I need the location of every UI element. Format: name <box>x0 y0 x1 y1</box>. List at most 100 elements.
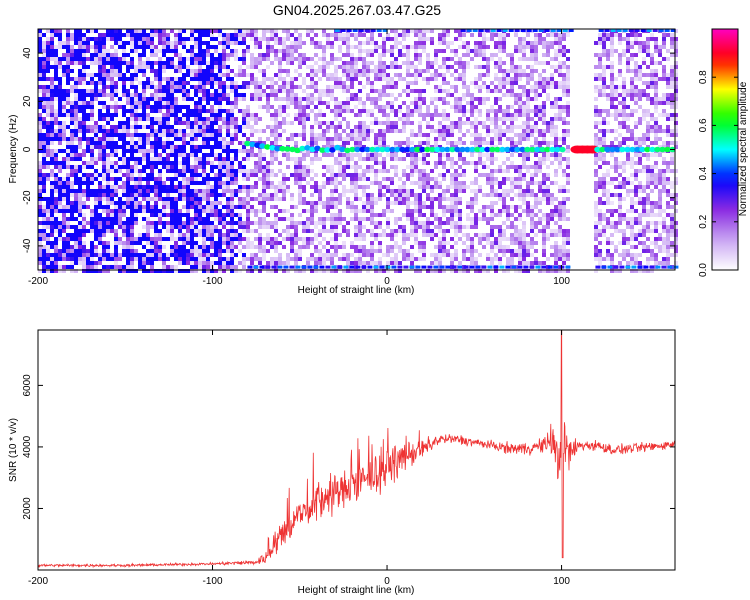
spectrogram-cell <box>142 93 146 97</box>
spectrogram-cell <box>78 125 82 129</box>
spectrogram-cell <box>98 185 102 189</box>
spectrogram-cell <box>178 169 182 173</box>
spectrogram-cell <box>370 253 374 257</box>
spectrogram-cell <box>58 189 62 193</box>
spectrogram-cell <box>194 229 198 233</box>
spectrogram-cell <box>446 29 450 33</box>
spectrogram-cell <box>358 217 362 221</box>
spectrogram-cell <box>214 165 218 169</box>
spectrogram-cell <box>66 249 70 253</box>
spectrogram-cell <box>254 45 258 49</box>
spectrogram-cell <box>58 105 62 109</box>
spectrogram-cell <box>158 221 162 225</box>
spectrogram-cell <box>82 217 86 221</box>
spectrogram-cell <box>342 105 346 109</box>
spectrogram-cell <box>42 93 46 97</box>
spectrogram-cell <box>378 53 382 57</box>
spectrogram-cell <box>486 173 490 177</box>
spectrogram-cell <box>218 153 222 157</box>
spectrogram-cell <box>218 53 222 57</box>
spectrogram-cell <box>138 177 142 181</box>
spectrogram-cell <box>134 29 138 33</box>
spectrogram-cell <box>174 97 178 101</box>
spectrogram-cell <box>426 29 430 33</box>
spectrogram-cell <box>258 85 262 89</box>
spectrogram-cell <box>354 137 358 141</box>
spectrogram-cell <box>90 265 94 269</box>
spectrogram-cell <box>234 265 238 269</box>
spectrogram-cell <box>498 85 502 89</box>
spectrogram-cell <box>82 41 86 45</box>
spectrogram-cell <box>462 141 466 145</box>
spectrogram-cell <box>82 153 86 157</box>
spectrogram-cell <box>186 97 190 101</box>
spectrogram-cell <box>226 233 230 237</box>
spectrogram-cell <box>258 157 262 161</box>
spectrogram-cell <box>402 173 406 177</box>
spectrogram-cell <box>414 229 418 233</box>
spectrogram-cell <box>406 69 410 73</box>
spectrogram-cell <box>274 225 278 229</box>
spectrogram-cell <box>310 29 314 33</box>
spectrogram-cell <box>162 261 166 265</box>
spectrogram-cell <box>494 97 498 101</box>
spectrogram-cell <box>290 217 294 221</box>
spectrogram-cell <box>182 261 186 265</box>
spectrogram-cell <box>334 133 338 137</box>
spectrogram-cell <box>410 261 414 265</box>
spectrogram-cell <box>46 137 50 141</box>
spectrogram-cell <box>66 141 70 145</box>
spectrogram-cell <box>190 229 194 233</box>
spectrogram-cell <box>302 97 306 101</box>
spectrogram-cell <box>202 125 206 129</box>
spectrogram-cell <box>218 261 222 265</box>
spectrogram-cell <box>90 81 94 85</box>
spectrogram-cell <box>150 69 154 73</box>
spectrogram-cell <box>438 121 442 125</box>
spectrogram-cell <box>418 129 422 133</box>
spectrogram-cell <box>318 193 322 197</box>
spectrogram-cell <box>126 53 130 57</box>
spectrogram-cell <box>130 109 134 113</box>
spectrogram-cell <box>394 57 398 61</box>
spectrogram-cell <box>230 197 234 201</box>
spectrogram-cell <box>510 257 514 261</box>
spectrogram-cell <box>194 221 198 225</box>
spectrogram-cell <box>430 209 434 213</box>
spectrogram-cell <box>338 65 342 69</box>
spectrogram-cell <box>474 133 478 137</box>
spectrogram-cell <box>314 173 318 177</box>
spectrogram-cell <box>482 29 486 33</box>
spectrogram-cell <box>190 129 194 133</box>
spectrogram-cell <box>210 245 214 249</box>
spectrogram-cell <box>134 209 138 213</box>
spectrogram-cell <box>474 257 478 261</box>
spectrogram-cell <box>178 137 182 141</box>
spectrogram-cell <box>434 269 438 273</box>
spectrogram-cell <box>298 45 302 49</box>
spectrogram-cell <box>466 213 470 217</box>
spectrogram-cell <box>122 165 126 169</box>
spectrogram-cell <box>462 133 466 137</box>
spectrogram-cell <box>498 97 502 101</box>
spectrogram-cell <box>130 93 134 97</box>
spectrogram-cell <box>282 129 286 133</box>
spectrogram-cell <box>146 229 150 233</box>
spectrogram-cell <box>494 241 498 245</box>
spectrogram-cell <box>374 73 378 77</box>
spectrogram-cell <box>78 105 82 109</box>
spectrogram-cell <box>310 157 314 161</box>
spectrogram-cell <box>486 65 490 69</box>
spectrogram-cell <box>506 109 510 113</box>
spectrogram-cell <box>166 189 170 193</box>
spectrogram-cell <box>214 77 218 81</box>
spectrogram-cell <box>514 169 518 173</box>
spectrogram-cell <box>422 69 426 73</box>
spectrogram-cell <box>78 205 82 209</box>
spectrogram-cell <box>130 189 134 193</box>
spectrogram-cell <box>442 125 446 129</box>
spectrogram-cell <box>266 101 270 105</box>
spectrogram-cell <box>358 81 362 85</box>
spectrogram-cell <box>478 73 482 77</box>
spectrogram-cell <box>298 97 302 101</box>
